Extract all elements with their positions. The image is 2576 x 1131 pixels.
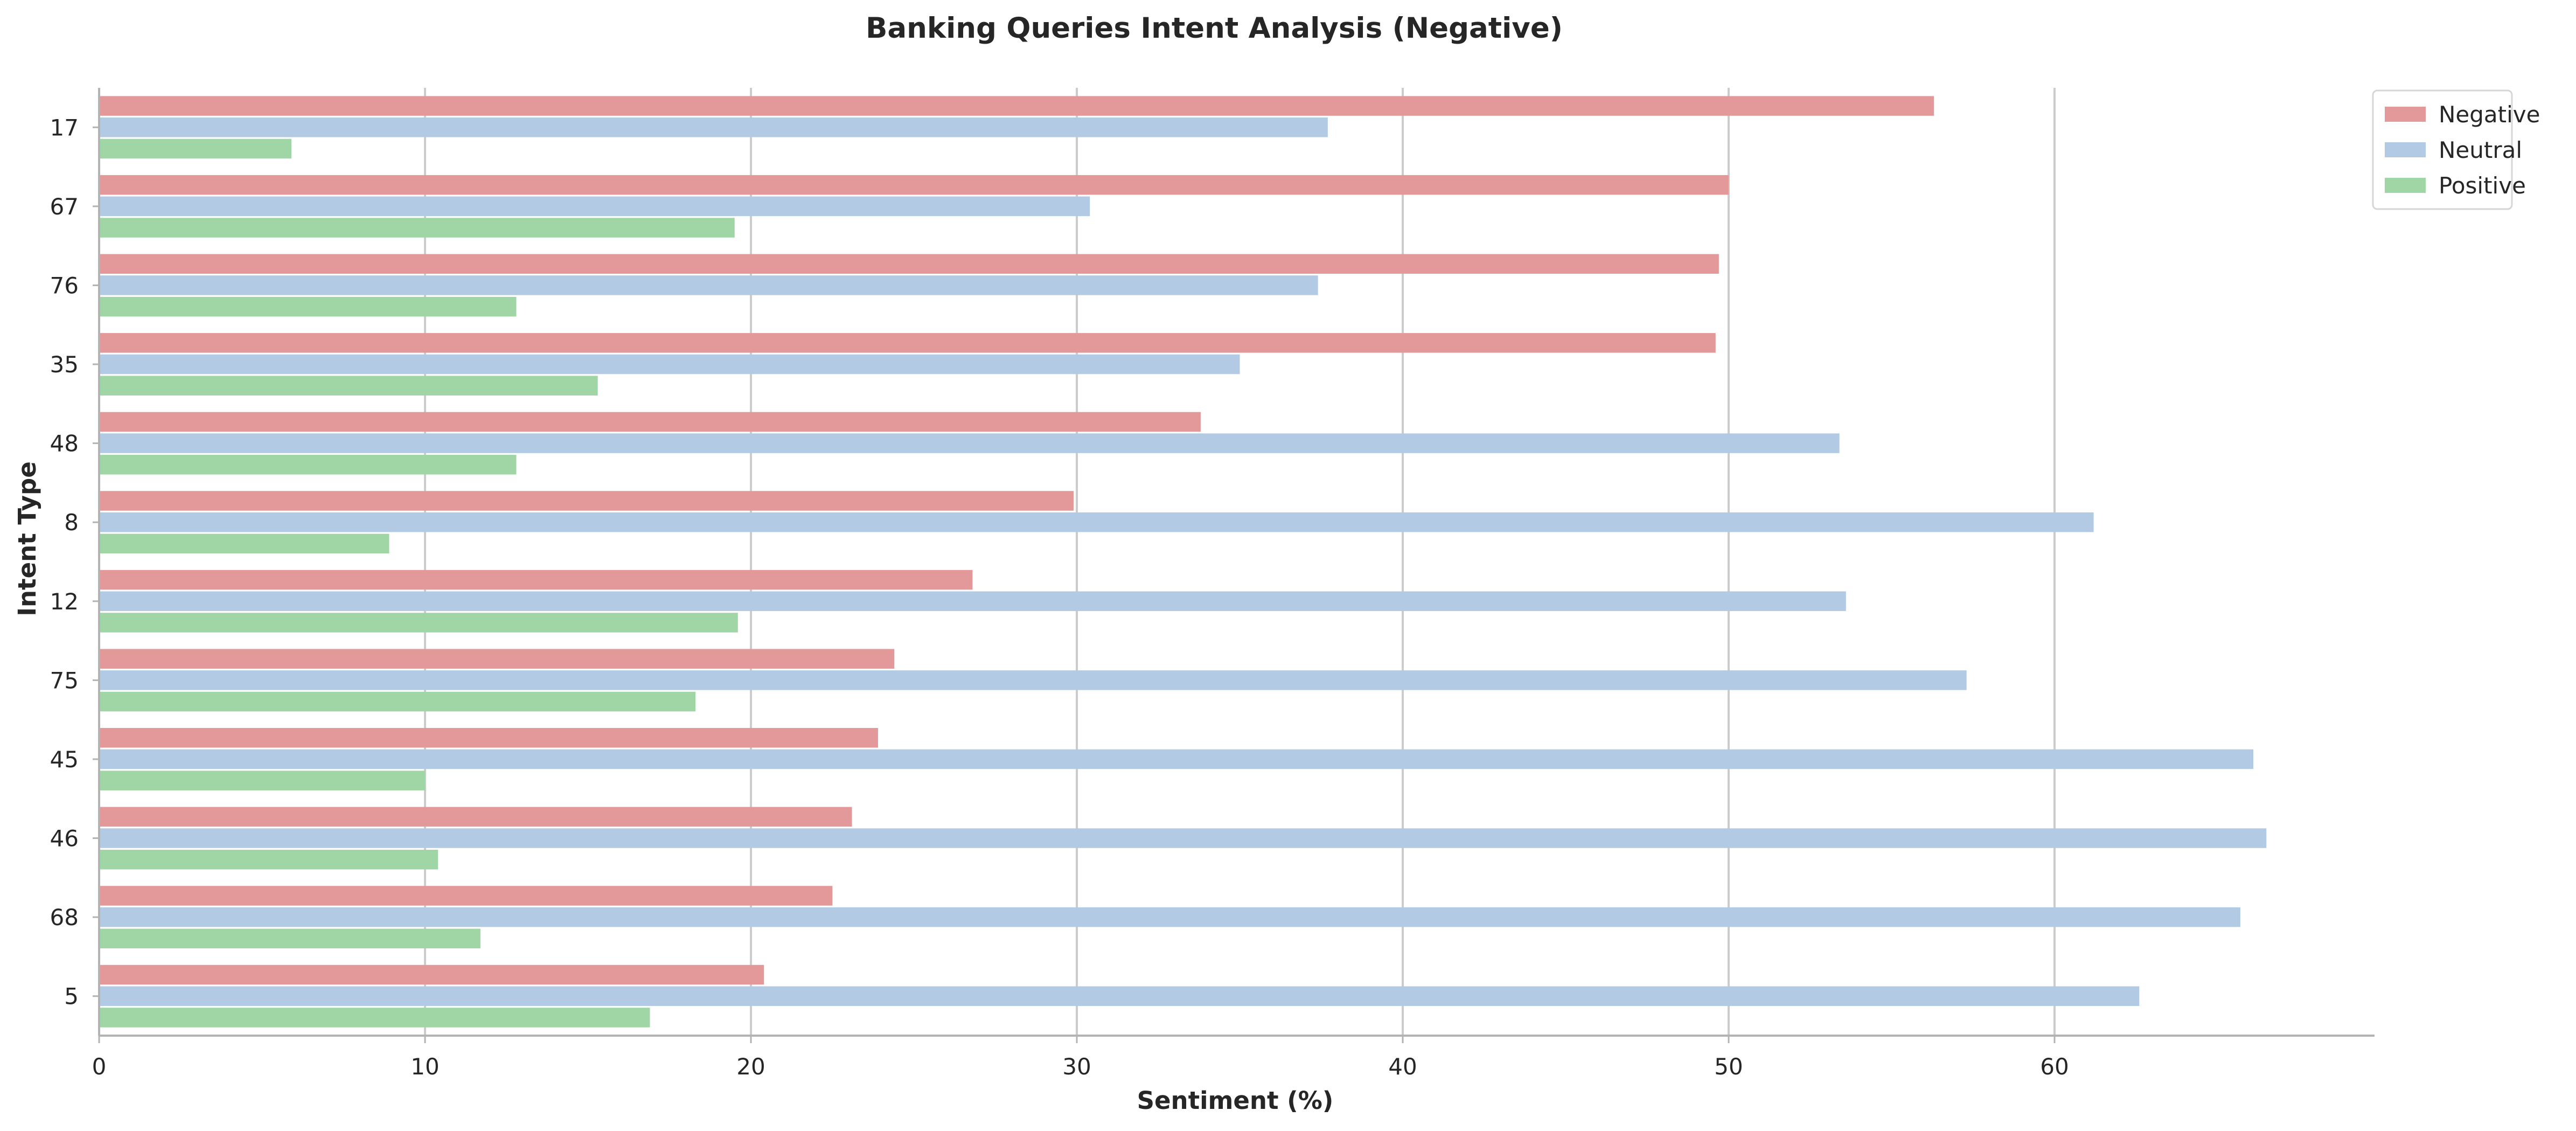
- x-tick-label-40: 40: [1388, 1053, 1417, 1080]
- bar-negative-46: [99, 807, 852, 827]
- bar-positive-35: [99, 376, 598, 395]
- y-tick-label-76: 76: [50, 272, 79, 299]
- bar-positive-68: [99, 928, 481, 949]
- bar-negative-76: [99, 254, 1719, 274]
- bar-neutral-68: [99, 907, 2240, 927]
- bar-positive-5: [99, 1008, 650, 1028]
- axes: [93, 88, 2375, 1043]
- y-tick-label-35: 35: [50, 351, 79, 378]
- y-tick-label-8: 8: [64, 509, 79, 536]
- legend-swatch-neutral: [2385, 142, 2426, 157]
- bar-negative-68: [99, 886, 833, 906]
- bar-positive-76: [99, 296, 517, 317]
- bar-positive-48: [99, 455, 517, 475]
- bar-neutral-5: [99, 986, 2140, 1006]
- bar-neutral-17: [99, 117, 1328, 137]
- bar-negative-8: [99, 491, 1074, 511]
- bar-neutral-48: [99, 433, 1840, 453]
- x-axis-label: Sentiment (%): [1137, 1086, 1334, 1115]
- bar-neutral-67: [99, 196, 1090, 217]
- bar-neutral-8: [99, 512, 2094, 532]
- x-tick-labels: 0 10 20 30 40 50 60: [92, 1053, 2069, 1080]
- x-tick-label-20: 20: [736, 1053, 765, 1080]
- y-tick-label-75: 75: [50, 667, 79, 693]
- bar-positive-75: [99, 691, 696, 712]
- y-tick-label-45: 45: [50, 746, 79, 773]
- bar-negative-5: [99, 965, 764, 985]
- legend-label-negative: Negative: [2439, 101, 2540, 128]
- y-axis-label: Intent Type: [13, 461, 41, 616]
- grid-lines: [424, 88, 2056, 1036]
- y-tick-label-12: 12: [50, 588, 79, 615]
- bar-positive-45: [99, 771, 425, 790]
- legend-label-positive: Positive: [2439, 172, 2526, 199]
- bar-positive-17: [99, 138, 291, 159]
- legend: Negative Neutral Positive: [2372, 89, 2540, 210]
- x-tick-label-30: 30: [1062, 1053, 1091, 1080]
- bar-negative-75: [99, 649, 895, 669]
- bar-positive-12: [99, 613, 738, 633]
- y-tick-label-46: 46: [50, 825, 79, 852]
- y-tick-label-5: 5: [64, 983, 79, 1010]
- legend-swatch-negative: [2385, 107, 2426, 122]
- bar-negative-45: [99, 728, 878, 748]
- bar-neutral-75: [99, 670, 1967, 690]
- bar-neutral-45: [99, 749, 2254, 769]
- legend-swatch-positive: [2385, 178, 2426, 193]
- bar-neutral-12: [99, 591, 1846, 612]
- bar-neutral-76: [99, 275, 1318, 295]
- y-tick-label-67: 67: [50, 193, 79, 220]
- bar-positive-8: [99, 533, 389, 554]
- bars: [99, 96, 2267, 1028]
- y-tick-labels: 17 67 76 35 48 8 12 75 45 46 68 5: [50, 114, 79, 1009]
- x-tick-label-60: 60: [2040, 1053, 2069, 1080]
- bar-negative-12: [99, 570, 973, 590]
- bar-negative-35: [99, 333, 1716, 353]
- bar-neutral-35: [99, 354, 1240, 374]
- bar-negative-48: [99, 412, 1201, 432]
- y-tick-label-17: 17: [50, 114, 79, 141]
- bar-positive-46: [99, 849, 438, 870]
- x-tick-label-50: 50: [1714, 1053, 1743, 1080]
- legend-label-neutral: Neutral: [2439, 137, 2522, 163]
- bar-neutral-46: [99, 828, 2267, 848]
- bar-negative-67: [99, 175, 1729, 195]
- x-tick-label-10: 10: [410, 1053, 439, 1080]
- chart-title: Banking Queries Intent Analysis (Negativ…: [866, 12, 1563, 45]
- y-tick-label-48: 48: [50, 431, 79, 457]
- y-tick-label-68: 68: [50, 904, 79, 931]
- bar-positive-67: [99, 218, 735, 238]
- x-tick-label-0: 0: [92, 1053, 107, 1080]
- bar-negative-17: [99, 96, 1934, 116]
